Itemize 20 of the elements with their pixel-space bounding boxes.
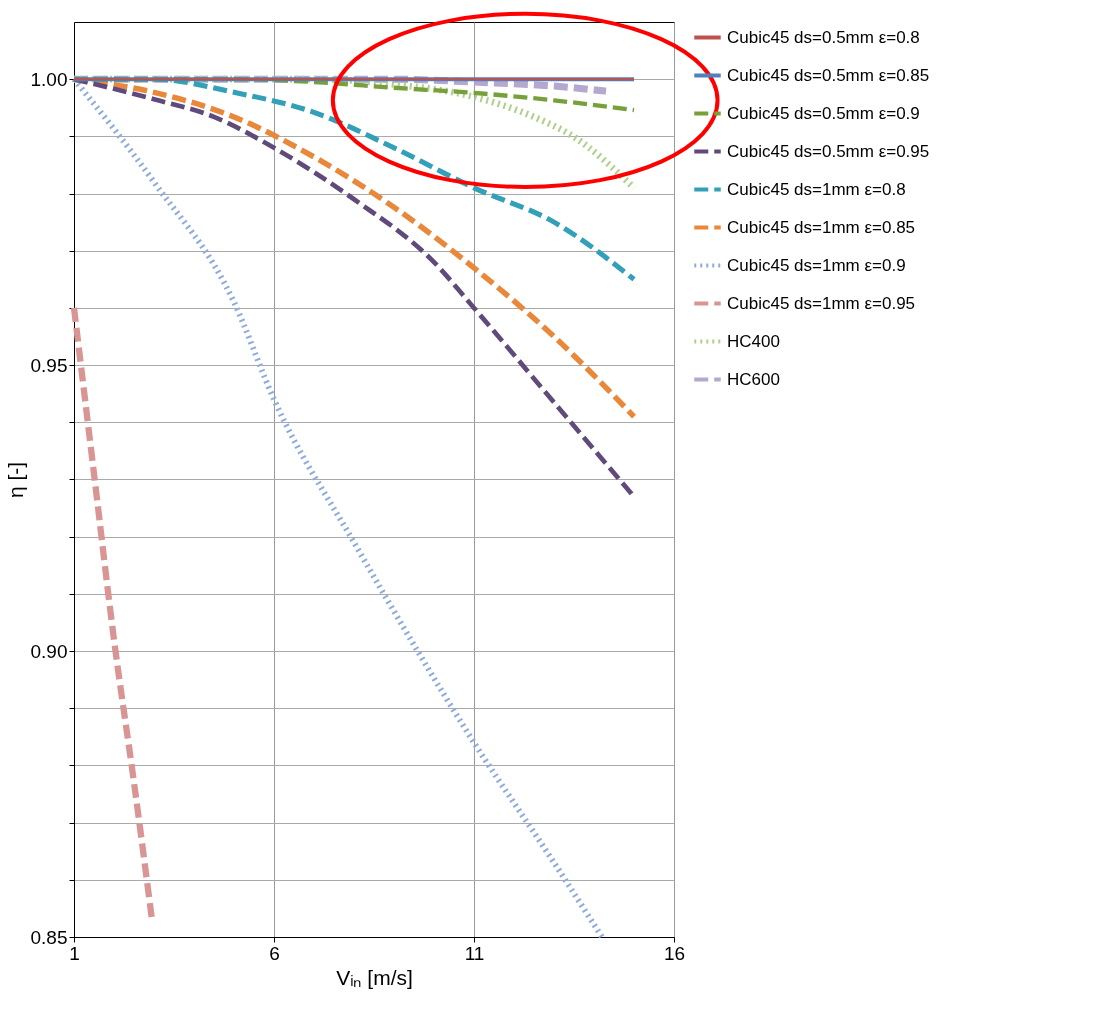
legend-label: Cubic45 ds=1mm ε=0.8 (727, 179, 906, 199)
y-tick-label: 0.85 (30, 926, 68, 948)
legend-label: Cubic45 ds=0.5mm ε=0.85 (727, 65, 930, 85)
x-tick-label: 6 (269, 942, 280, 964)
legend-label: Cubic45 ds=0.5mm ε=0.8 (727, 27, 920, 47)
legend-label: Cubic45 ds=0.5mm ε=0.9 (727, 103, 920, 123)
y-tick-label: 0.90 (30, 640, 68, 662)
x-tick-label: 11 (464, 942, 485, 964)
y-tick-label: 1.00 (30, 68, 68, 90)
y-axis-title: η [-] (3, 461, 27, 499)
legend-label: HC400 (727, 331, 780, 351)
legend-label: HC600 (727, 369, 780, 389)
x-tick-label: 1 (69, 942, 80, 964)
legend-label: Cubic45 ds=1mm ε=0.95 (727, 293, 916, 313)
legend-label: Cubic45 ds=0.5mm ε=0.95 (727, 141, 930, 161)
x-axis-title: Vᵢₙ [m/s] (336, 965, 413, 989)
y-tick-label: 0.95 (30, 354, 68, 376)
legend-label: Cubic45 ds=1mm ε=0.85 (727, 217, 916, 237)
x-tick-label: 16 (663, 942, 686, 964)
legend-label: Cubic45 ds=1mm ε=0.9 (727, 255, 906, 275)
